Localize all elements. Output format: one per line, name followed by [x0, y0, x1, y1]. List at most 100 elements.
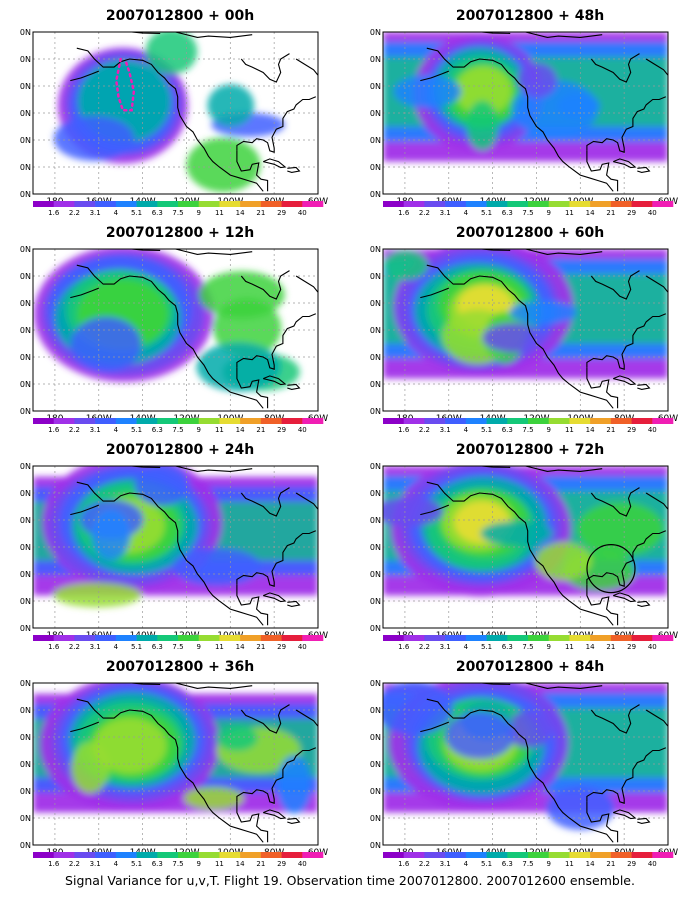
- colorbar-label: 7.5: [522, 426, 533, 434]
- colorbar-swatch: [240, 635, 262, 641]
- colorbar-swatch: [445, 852, 467, 858]
- colorbar-swatch: [53, 635, 75, 641]
- colorbar-label: 21: [256, 209, 265, 217]
- colorbar-label: 14: [586, 643, 595, 651]
- colorbar-label: 21: [606, 643, 615, 651]
- variance-map: 70N60N50N40N30N20N10N180160W140W120W100W…: [370, 679, 678, 868]
- colorbar-swatch: [136, 418, 158, 424]
- colorbar-label: 7.5: [172, 643, 183, 651]
- latitude-label: 30N: [20, 136, 31, 145]
- colorbar-label: 2.2: [69, 209, 80, 217]
- colorbar-label: 6.3: [502, 209, 513, 217]
- colorbar-label: 3.1: [440, 209, 451, 217]
- colorbar-swatch: [383, 635, 405, 641]
- map-panel: 2007012800 + 12h70N60N50N40N30N20N10N180…: [20, 225, 340, 440]
- colorbar-swatch: [528, 635, 550, 641]
- colorbar-label: 1.6: [398, 643, 410, 651]
- colorbar-label: 40: [298, 860, 307, 868]
- colorbar-label: 4: [114, 426, 119, 434]
- colorbar-label: 4: [464, 426, 469, 434]
- colorbar-swatch: [198, 201, 220, 207]
- colorbar-label: 29: [277, 643, 286, 651]
- colorbar-swatch: [590, 635, 612, 641]
- colorbar-label: 3.1: [440, 426, 451, 434]
- variance-map: 70N60N50N40N30N20N10N180160W140W120W100W…: [370, 28, 678, 217]
- colorbar-label: 6.3: [502, 860, 513, 868]
- colorbar-swatch: [198, 852, 220, 858]
- latitude-label: 30N: [20, 787, 31, 796]
- latitude-label: 40N: [20, 109, 31, 118]
- colorbar-label: 6.3: [152, 860, 163, 868]
- colorbar-label: 6.3: [502, 643, 513, 651]
- colorbar-label: 7.5: [172, 426, 183, 434]
- colorbar-swatch: [115, 201, 137, 207]
- colorbar-swatch: [465, 852, 487, 858]
- latitude-label: 30N: [20, 570, 31, 579]
- colorbar-swatch: [115, 635, 137, 641]
- latitude-label: 30N: [20, 353, 31, 362]
- colorbar-label: 14: [236, 426, 245, 434]
- latitude-label: 60N: [20, 55, 31, 64]
- flight-track: [115, 57, 136, 112]
- colorbar-swatch: [53, 418, 75, 424]
- colorbar-swatch: [631, 852, 653, 858]
- latitude-label: 50N: [370, 733, 381, 742]
- colorbar-label: 40: [298, 209, 307, 217]
- colorbar-swatch: [157, 635, 179, 641]
- colorbar-label: 14: [236, 209, 245, 217]
- latitude-label: 70N: [20, 679, 31, 688]
- colorbar-swatch: [260, 852, 282, 858]
- panel-title: 2007012800 + 24h: [105, 442, 255, 458]
- colorbar-swatch: [548, 635, 570, 641]
- coastline: [420, 249, 668, 409]
- colorbar-swatch: [302, 635, 324, 641]
- colorbar-label: 6.3: [152, 643, 163, 651]
- colorbar-label: 6.3: [152, 426, 163, 434]
- colorbar-swatch: [610, 852, 632, 858]
- colorbar-label: 14: [236, 643, 245, 651]
- colorbar-swatch: [281, 635, 303, 641]
- latitude-label: 40N: [370, 109, 381, 118]
- colorbar-label: 40: [648, 643, 657, 651]
- colorbar-swatch: [302, 852, 324, 858]
- latitude-label: 10N: [370, 624, 381, 633]
- colorbar-label: 21: [606, 426, 615, 434]
- colorbar-swatch: [302, 201, 324, 207]
- colorbar-label: 4: [114, 209, 119, 217]
- colorbar-label: 14: [586, 426, 595, 434]
- latitude-label: 30N: [370, 570, 381, 579]
- colorbar-swatch: [136, 201, 158, 207]
- colorbar-label: 14: [586, 860, 595, 868]
- map-panel: 2007012800 + 00h70N60N50N40N30N20N10N180…: [20, 8, 340, 223]
- colorbar-label: 5.1: [131, 426, 142, 434]
- colorbar-label: 9: [196, 860, 200, 868]
- colorbar-label: 29: [627, 209, 636, 217]
- colorbar-swatch: [74, 852, 96, 858]
- colorbar-swatch: [95, 418, 117, 424]
- colorbar-swatch: [281, 852, 303, 858]
- colorbar-label: 21: [606, 209, 615, 217]
- colorbar-label: 40: [648, 860, 657, 868]
- colorbar-label: 7.5: [172, 860, 183, 868]
- colorbar-label: 1.6: [48, 643, 60, 651]
- map-panel: 2007012800 + 72h70N60N50N40N30N20N10N180…: [370, 442, 690, 657]
- panel-title: 2007012800 + 12h: [105, 225, 255, 241]
- colorbar-label: 2.2: [69, 643, 80, 651]
- latitude-label: 20N: [370, 597, 381, 606]
- colorbar-swatch: [33, 635, 55, 641]
- colorbar-label: 2.2: [419, 426, 430, 434]
- colorbar-swatch: [652, 201, 674, 207]
- colorbar-swatch: [383, 201, 405, 207]
- colorbar-swatch: [403, 418, 425, 424]
- colorbar-swatch: [465, 201, 487, 207]
- colorbar-swatch: [95, 635, 117, 641]
- latitude-label: 60N: [370, 55, 381, 64]
- map-panel: 2007012800 + 36h70N60N50N40N30N20N10N180…: [20, 659, 340, 874]
- colorbar-swatch: [198, 418, 220, 424]
- latitude-label: 70N: [370, 679, 381, 688]
- colorbar-label: 9: [546, 209, 550, 217]
- colorbar-label: 4: [114, 643, 119, 651]
- latitude-label: 50N: [20, 82, 31, 91]
- latitude-label: 50N: [20, 516, 31, 525]
- latitude-label: 70N: [370, 245, 381, 254]
